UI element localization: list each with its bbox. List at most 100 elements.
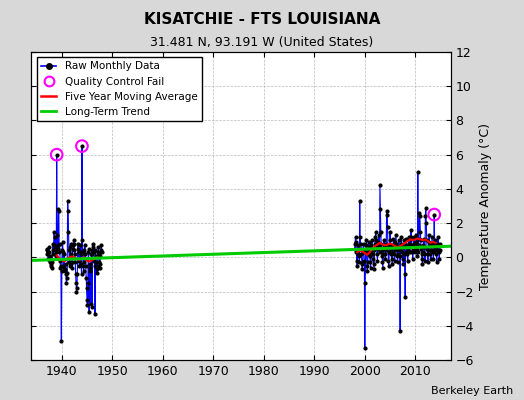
Point: [395, 237, 403, 244]
Point: [51, 234, 59, 240]
Point: [374, 246, 382, 252]
Point: [409, 256, 417, 262]
Point: [60, 251, 69, 257]
Point: [419, 242, 428, 248]
Point: [414, 242, 423, 248]
Point: [362, 242, 370, 248]
Point: [351, 240, 359, 247]
Point: [428, 240, 436, 247]
Point: [386, 237, 395, 244]
Point: [416, 213, 424, 220]
Point: [409, 240, 418, 247]
Point: [353, 258, 361, 264]
Point: [408, 242, 416, 248]
Point: [361, 345, 369, 351]
Point: [47, 261, 55, 267]
Point: [384, 258, 392, 264]
Point: [373, 258, 381, 264]
Point: [93, 270, 101, 276]
Point: [69, 246, 77, 252]
Text: 31.481 N, 93.191 W (United States): 31.481 N, 93.191 W (United States): [150, 36, 374, 49]
Point: [79, 249, 87, 256]
Point: [430, 211, 439, 218]
Point: [435, 249, 443, 256]
Point: [360, 258, 368, 264]
Point: [83, 302, 92, 308]
Point: [58, 247, 67, 254]
Point: [94, 251, 103, 257]
Point: [370, 240, 379, 247]
Point: [433, 240, 442, 247]
Point: [362, 237, 370, 244]
Point: [369, 256, 377, 262]
Point: [80, 247, 89, 254]
Point: [84, 280, 92, 286]
Point: [67, 261, 75, 267]
Point: [389, 235, 398, 242]
Point: [87, 251, 95, 257]
Point: [47, 263, 56, 269]
Point: [419, 249, 427, 256]
Point: [73, 246, 82, 252]
Point: [359, 247, 367, 254]
Point: [48, 259, 56, 266]
Point: [68, 259, 77, 266]
Point: [406, 240, 414, 247]
Point: [355, 252, 363, 259]
Point: [66, 263, 74, 269]
Point: [422, 204, 430, 211]
Point: [377, 228, 385, 235]
Point: [399, 261, 407, 267]
Point: [424, 239, 433, 245]
Point: [392, 240, 400, 247]
Point: [356, 240, 365, 247]
Point: [412, 240, 421, 247]
Point: [390, 251, 398, 257]
Point: [390, 258, 399, 264]
Point: [83, 297, 91, 303]
Point: [403, 258, 412, 264]
Point: [58, 268, 66, 274]
Point: [411, 249, 419, 256]
Point: [391, 246, 399, 252]
Point: [424, 259, 432, 266]
Point: [53, 232, 61, 238]
Point: [388, 256, 396, 262]
Point: [429, 256, 438, 262]
Point: [97, 242, 105, 248]
Point: [68, 264, 76, 271]
Point: [392, 232, 400, 238]
Point: [358, 266, 366, 272]
Point: [427, 256, 435, 262]
Point: [73, 271, 82, 278]
Point: [374, 239, 383, 245]
Point: [51, 246, 60, 252]
Text: KISATCHIE - FTS LOUISIANA: KISATCHIE - FTS LOUISIANA: [144, 12, 380, 27]
Point: [383, 208, 391, 214]
Point: [65, 247, 73, 254]
Point: [42, 247, 51, 254]
Point: [66, 244, 74, 250]
Point: [49, 240, 57, 247]
Point: [421, 258, 429, 264]
Point: [394, 259, 402, 266]
Point: [373, 251, 381, 257]
Point: [400, 271, 409, 278]
Point: [428, 234, 436, 240]
Point: [416, 228, 424, 235]
Point: [71, 251, 79, 257]
Point: [88, 251, 96, 257]
Point: [45, 244, 53, 250]
Point: [423, 246, 431, 252]
Point: [95, 264, 104, 271]
Point: [378, 252, 386, 259]
Point: [80, 259, 88, 266]
Point: [72, 288, 81, 295]
Point: [45, 249, 53, 256]
Point: [416, 210, 424, 216]
Point: [82, 263, 90, 269]
Point: [399, 251, 408, 257]
Point: [90, 249, 98, 256]
Point: [78, 143, 86, 149]
Point: [396, 246, 405, 252]
